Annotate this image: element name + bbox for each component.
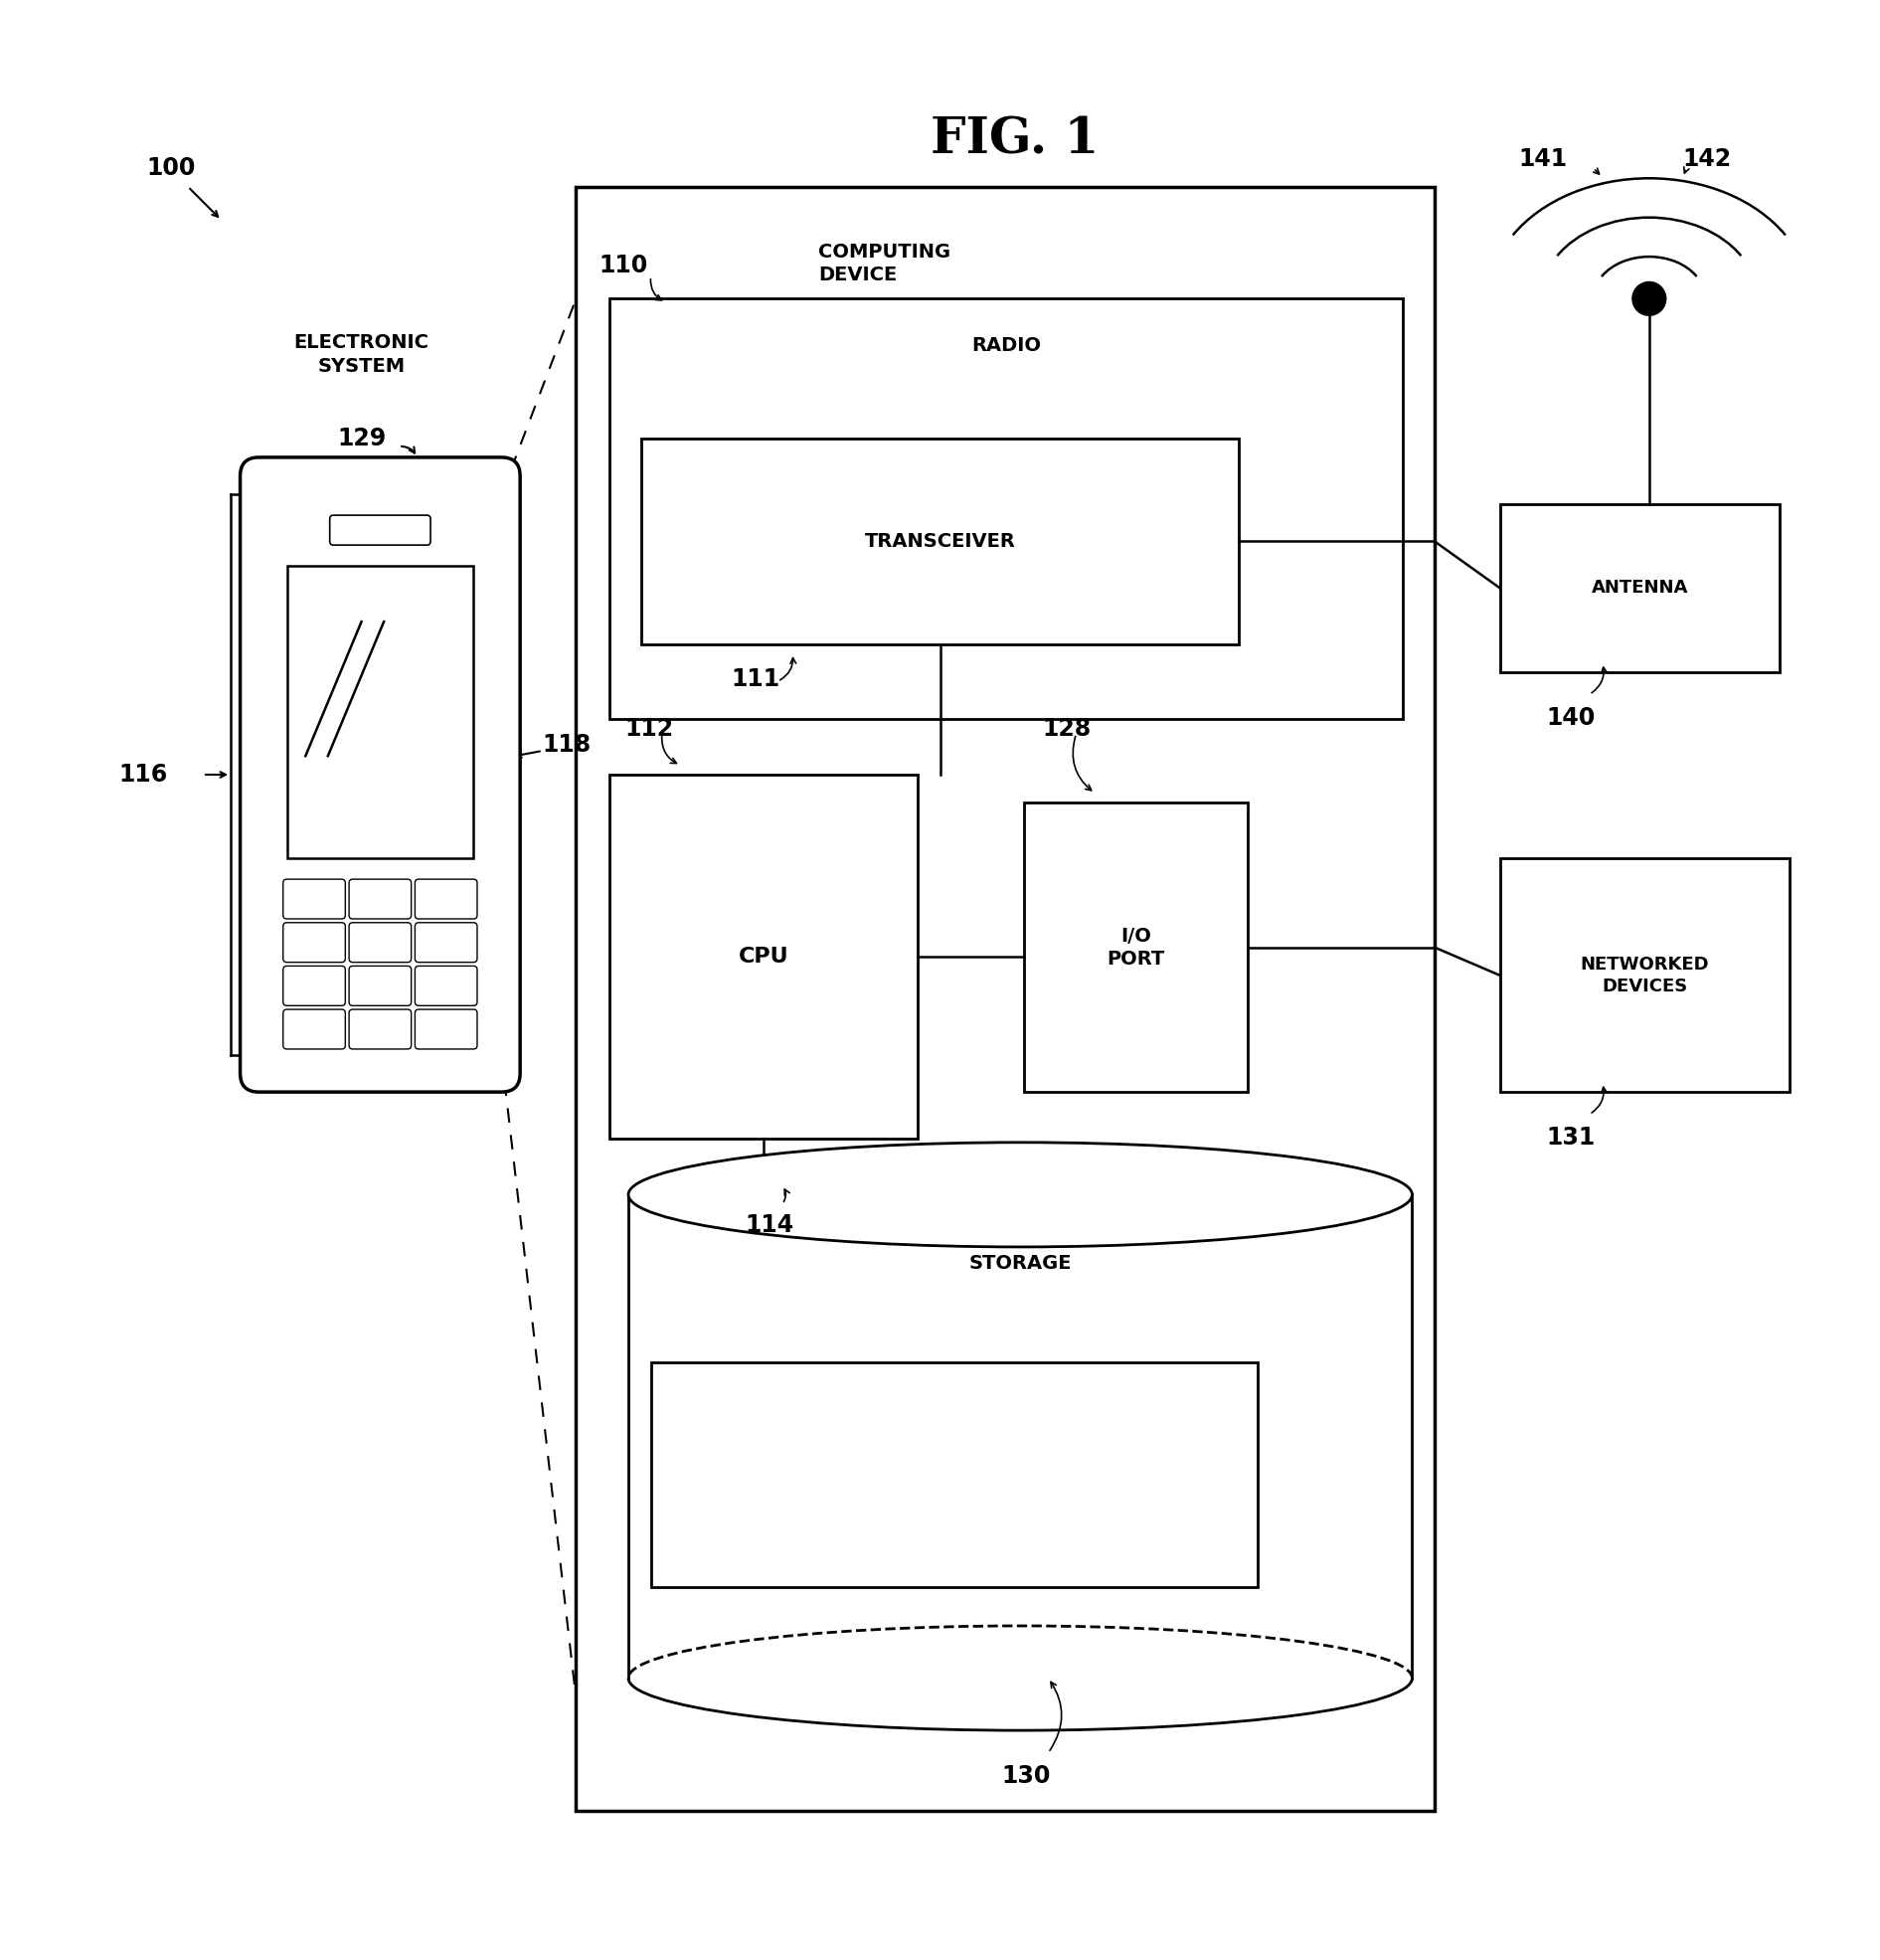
Text: I/O
PORT: I/O PORT <box>1107 927 1166 968</box>
Text: ELECTRONIC
SYSTEM: ELECTRONIC SYSTEM <box>293 333 429 376</box>
Text: 131: 131 <box>1547 1125 1596 1149</box>
FancyBboxPatch shape <box>284 880 346 919</box>
Text: 129: 129 <box>337 427 385 451</box>
FancyBboxPatch shape <box>284 966 346 1005</box>
FancyBboxPatch shape <box>350 923 412 962</box>
Text: 142: 142 <box>1683 147 1731 171</box>
FancyBboxPatch shape <box>1025 804 1248 1092</box>
Text: TRANSCEIVER: TRANSCEIVER <box>865 531 1015 551</box>
Text: CPU: CPU <box>739 947 790 966</box>
FancyBboxPatch shape <box>415 1009 478 1049</box>
FancyBboxPatch shape <box>350 1009 412 1049</box>
FancyBboxPatch shape <box>650 1362 1258 1588</box>
Ellipse shape <box>628 1143 1412 1247</box>
Text: 100: 100 <box>147 157 196 180</box>
FancyBboxPatch shape <box>415 923 478 962</box>
FancyBboxPatch shape <box>609 298 1402 719</box>
Text: 111: 111 <box>731 666 780 690</box>
FancyBboxPatch shape <box>415 966 478 1005</box>
Text: NETWORKED
DEVICES: NETWORKED DEVICES <box>1579 955 1709 996</box>
FancyBboxPatch shape <box>1500 858 1790 1092</box>
Text: STORAGE: STORAGE <box>968 1254 1072 1274</box>
Text: FIG. 1: FIG. 1 <box>931 116 1098 165</box>
Text: 130: 130 <box>1002 1764 1051 1788</box>
FancyBboxPatch shape <box>284 1009 346 1049</box>
FancyBboxPatch shape <box>284 923 346 962</box>
FancyBboxPatch shape <box>329 515 431 545</box>
FancyBboxPatch shape <box>350 966 412 1005</box>
FancyBboxPatch shape <box>415 880 478 919</box>
Text: 118: 118 <box>543 733 592 757</box>
Text: SOFTWARE
APPLICATION: SOFTWARE APPLICATION <box>882 1454 1026 1495</box>
Circle shape <box>444 508 478 541</box>
FancyBboxPatch shape <box>350 880 412 919</box>
FancyBboxPatch shape <box>288 566 474 858</box>
Text: 114: 114 <box>744 1213 793 1237</box>
Text: RADIO: RADIO <box>972 335 1042 355</box>
FancyBboxPatch shape <box>641 439 1239 645</box>
FancyBboxPatch shape <box>241 457 521 1092</box>
Text: COMPUTING
DEVICE: COMPUTING DEVICE <box>818 243 951 284</box>
Text: 110: 110 <box>598 253 647 276</box>
Circle shape <box>1632 282 1666 316</box>
Text: 128: 128 <box>1043 717 1092 741</box>
FancyBboxPatch shape <box>609 774 917 1139</box>
Text: 116: 116 <box>118 762 167 786</box>
FancyBboxPatch shape <box>1500 504 1780 672</box>
FancyBboxPatch shape <box>575 186 1434 1811</box>
Text: 141: 141 <box>1519 147 1568 171</box>
Text: 140: 140 <box>1547 706 1596 729</box>
Text: ANTENNA: ANTENNA <box>1590 578 1688 598</box>
Text: 112: 112 <box>624 717 673 741</box>
